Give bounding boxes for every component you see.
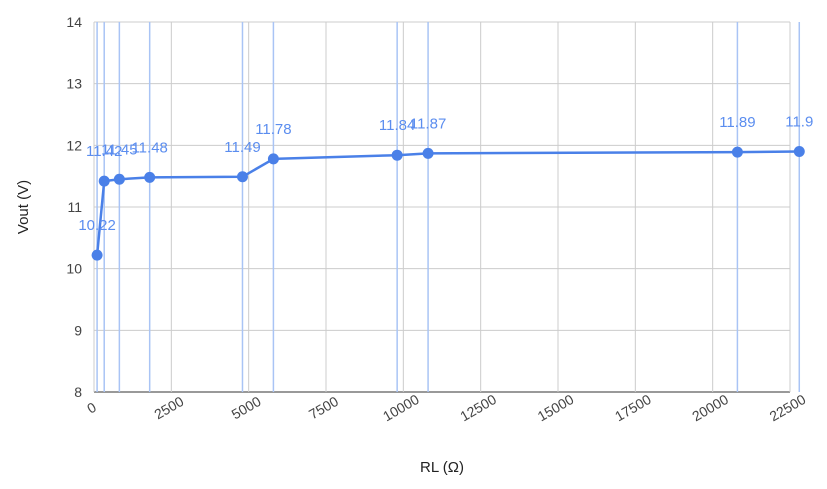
y-tick-label: 10 (66, 261, 82, 277)
data-label: 11.78 (255, 121, 291, 138)
x-axis-ticks: 0 2500 5000 7500 10000 12500 15000 17500 20000 22… (84, 391, 808, 424)
y-tick-label: 8 (74, 384, 82, 400)
x-tick-label: 22500 (767, 391, 809, 424)
data-point (91, 249, 103, 261)
data-label: 11.45 (101, 141, 137, 158)
x-tick-label: 10000 (380, 391, 422, 424)
x-tick-label: 15000 (535, 391, 577, 424)
y-axis-title: Vout (V) (15, 180, 32, 234)
x-tick-label: 7500 (306, 393, 341, 423)
y-tick-label: 12 (66, 137, 82, 153)
x-tick-label: 12500 (457, 391, 499, 424)
data-label: 11.84 (379, 117, 415, 134)
x-tick-label: 17500 (612, 391, 654, 424)
data-point (98, 175, 110, 187)
y-tick-label: 14 (66, 14, 82, 30)
data-label: 11.42 (86, 143, 122, 160)
y-tick-label: 11 (67, 199, 82, 215)
y-tick-label: 13 (66, 76, 82, 92)
x-tick-label: 5000 (229, 393, 264, 423)
gridlines (93, 21, 791, 393)
x-tick-label: 0 (84, 399, 99, 417)
data-label: 11.9 (785, 114, 813, 131)
data-label: 11.89 (719, 114, 755, 131)
series-group (91, 146, 805, 261)
data-point (731, 146, 743, 158)
data-point (113, 173, 125, 185)
series-line (95, 150, 800, 256)
data-label: 11.49 (224, 139, 260, 156)
drop-lines (96, 22, 801, 392)
data-point (144, 171, 156, 183)
data-label: 10.22 (78, 217, 116, 234)
x-tick-label: 2500 (151, 393, 186, 423)
data-point (267, 153, 279, 165)
x-axis-title: RL (Ω) (420, 459, 464, 476)
x-tick-label: 20000 (689, 391, 731, 424)
data-label: 11.48 (131, 139, 167, 156)
data-point (422, 147, 434, 159)
data-point (236, 171, 248, 183)
data-point (391, 149, 403, 161)
y-tick-label: 9 (74, 322, 82, 338)
y-axis-ticks: 8 9 10 11 12 13 14 (66, 14, 82, 400)
data-label: 11.87 (410, 115, 446, 132)
data-point (793, 146, 805, 157)
